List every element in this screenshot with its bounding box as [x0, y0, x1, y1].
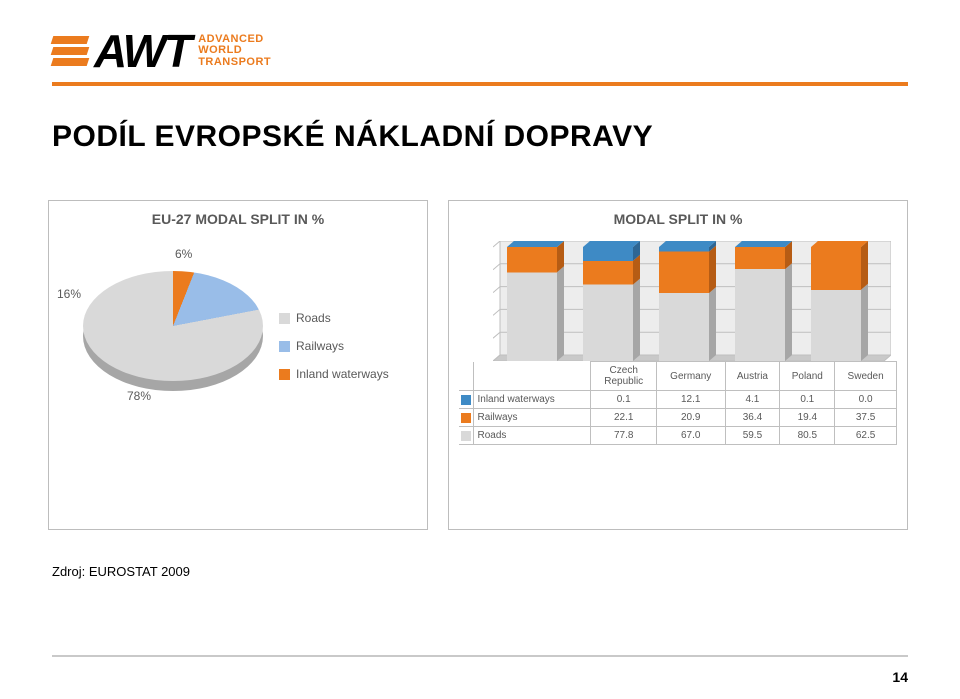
- pie-slice-label: 78%: [127, 389, 151, 403]
- logo-wordmark: AWT: [94, 24, 190, 78]
- bar-chart-panel: MODAL SPLIT IN % 0.020.040.060.080.0100.…: [448, 200, 908, 530]
- brand-header: AWT ADVANCED WORLD TRANSPORT: [52, 24, 271, 78]
- legend-item: Roads: [279, 311, 389, 325]
- footer-divider: [52, 655, 908, 657]
- bar-data-table: CzechRepublicGermanyAustriaPolandSwedenI…: [459, 361, 897, 445]
- source-label: Zdroj: EUROSTAT 2009: [52, 564, 190, 579]
- legend-label: Inland waterways: [296, 367, 389, 381]
- pie-slice-label: 16%: [57, 287, 81, 301]
- pie-3d-body: [83, 271, 263, 381]
- logo-bars-icon: [52, 36, 88, 66]
- pie-chart: [83, 271, 263, 451]
- legend-item: Railways: [279, 339, 389, 353]
- bar-chart: 0.020.040.060.080.0100.0: [493, 241, 891, 361]
- legend-swatch: [279, 369, 290, 380]
- legend-label: Railways: [296, 339, 344, 353]
- logo-tagline: ADVANCED WORLD TRANSPORT: [198, 34, 271, 69]
- charts-row: EU-27 MODAL SPLIT IN % 6% 16% 78% Roads …: [48, 200, 912, 530]
- slide-page: AWT ADVANCED WORLD TRANSPORT PODÍL EVROP…: [0, 0, 960, 699]
- pie-chart-title: EU-27 MODAL SPLIT IN %: [49, 211, 427, 227]
- logo-tag-line: TRANSPORT: [198, 57, 271, 69]
- pie-slice-label: 6%: [175, 247, 192, 261]
- page-title: PODÍL EVROPSKÉ NÁKLADNÍ DOPRAVY: [52, 120, 653, 154]
- legend-item: Inland waterways: [279, 367, 389, 381]
- legend-swatch: [279, 313, 290, 324]
- legend-label: Roads: [296, 311, 331, 325]
- bar-chart-title: MODAL SPLIT IN %: [449, 211, 907, 227]
- pie-chart-panel: EU-27 MODAL SPLIT IN % 6% 16% 78% Roads …: [48, 200, 428, 530]
- pie-legend: Roads Railways Inland waterways: [279, 311, 389, 381]
- page-number: 14: [892, 669, 908, 685]
- header-divider: [52, 82, 908, 86]
- legend-swatch: [279, 341, 290, 352]
